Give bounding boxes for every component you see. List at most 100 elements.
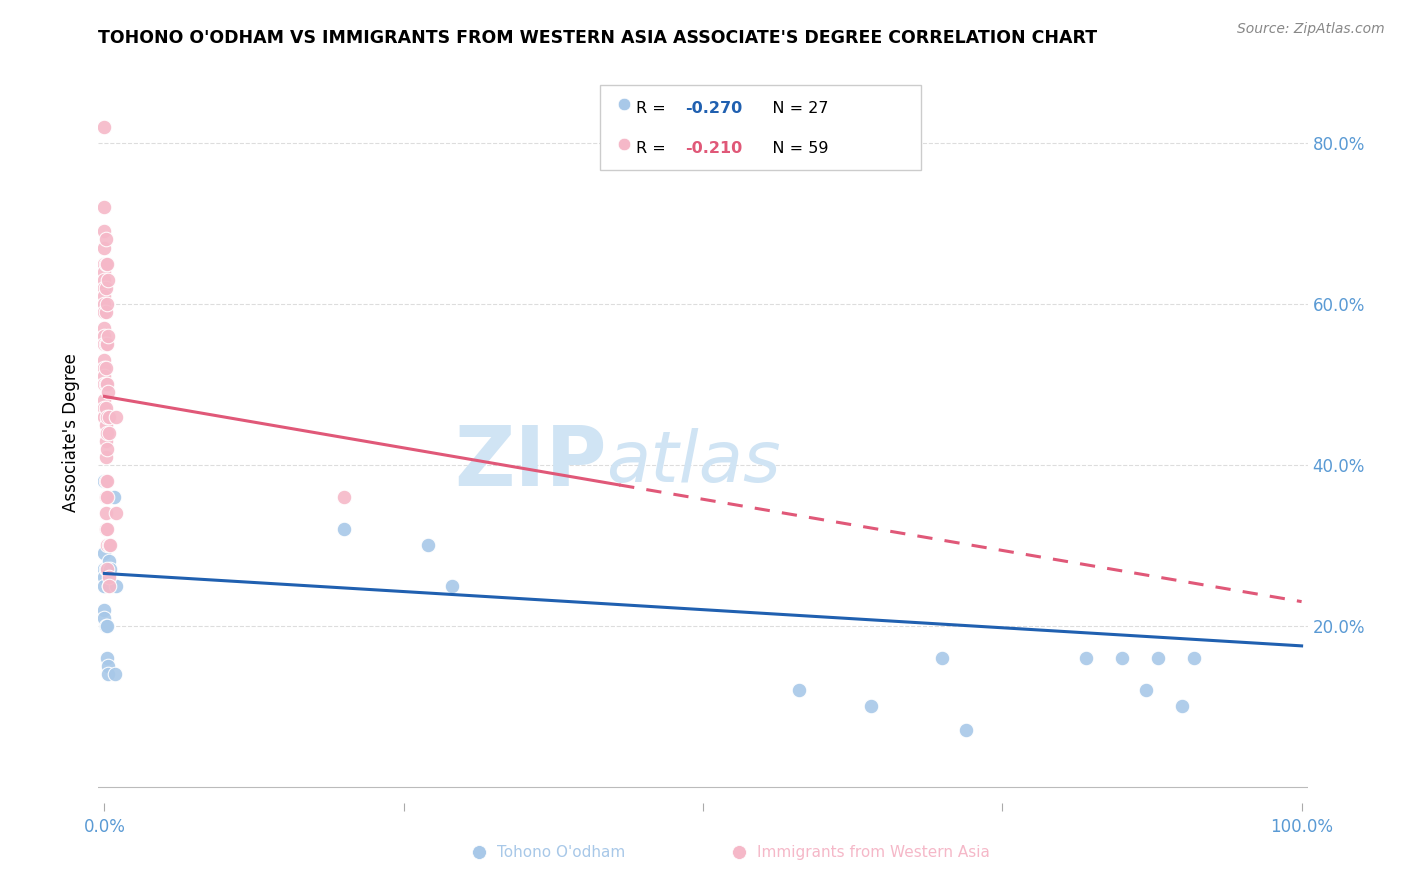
Point: [1135, 683, 1157, 698]
Point: [100, 562, 122, 576]
Point: [96, 442, 118, 456]
Point: [97, 329, 120, 343]
Point: [94, 417, 117, 432]
Text: Immigrants from Western Asia: Immigrants from Western Asia: [758, 845, 990, 860]
Point: [94, 281, 117, 295]
Point: [105, 506, 128, 520]
Point: [93, 562, 115, 576]
Point: [98, 578, 121, 592]
Point: [93, 305, 115, 319]
Point: [93, 224, 115, 238]
Point: [93, 273, 115, 287]
Point: [93, 393, 115, 408]
Point: [94, 257, 117, 271]
Point: [93, 200, 115, 214]
Point: [94, 619, 117, 633]
Point: [96, 425, 118, 440]
Point: [94, 450, 117, 464]
Point: [1074, 651, 1097, 665]
Point: [1147, 651, 1170, 665]
Point: [93, 610, 115, 624]
Point: [98, 554, 121, 568]
Point: [93, 321, 115, 335]
Point: [94, 434, 117, 448]
Y-axis label: Associate's Degree: Associate's Degree: [62, 353, 80, 512]
Point: [94, 522, 117, 536]
Point: [97, 659, 120, 673]
Point: [93, 337, 115, 351]
Text: -0.210: -0.210: [685, 141, 742, 156]
Text: ZIP: ZIP: [454, 422, 606, 503]
Point: [440, 578, 463, 592]
Point: [93, 265, 115, 279]
Point: [96, 619, 118, 633]
Point: [787, 683, 810, 698]
Point: [93, 369, 115, 384]
Point: [93, 289, 115, 303]
Point: [96, 297, 118, 311]
Point: [93, 281, 115, 295]
Text: atlas: atlas: [606, 428, 780, 497]
Point: [94, 232, 117, 246]
Point: [98, 570, 121, 584]
Point: [93, 329, 115, 343]
Point: [96, 538, 118, 552]
Point: [931, 651, 953, 665]
Point: [105, 409, 128, 424]
Point: [96, 651, 118, 665]
Point: [98, 538, 121, 552]
Text: -0.270: -0.270: [685, 101, 742, 116]
Point: [97, 273, 120, 287]
Point: [93, 570, 115, 584]
Point: [93, 353, 115, 368]
Point: [94, 401, 117, 416]
Text: N = 59: N = 59: [758, 141, 830, 156]
Point: [93, 602, 115, 616]
FancyBboxPatch shape: [600, 85, 921, 169]
Point: [93, 578, 115, 592]
Point: [100, 538, 122, 552]
Point: [955, 723, 977, 738]
Point: [416, 538, 439, 552]
Point: [93, 377, 115, 392]
Point: [97, 385, 120, 400]
Point: [94, 474, 117, 488]
Point: [96, 337, 118, 351]
Point: [93, 240, 115, 254]
Point: [859, 699, 882, 714]
Point: [96, 562, 118, 576]
Point: [94, 377, 117, 392]
Point: [94, 361, 117, 376]
Point: [1182, 651, 1205, 665]
Point: [97, 667, 120, 681]
Point: [94, 337, 117, 351]
Text: N = 27: N = 27: [758, 101, 830, 116]
Point: [98, 578, 121, 592]
Text: TOHONO O'ODHAM VS IMMIGRANTS FROM WESTERN ASIA ASSOCIATE'S DEGREE CORRELATION CH: TOHONO O'ODHAM VS IMMIGRANTS FROM WESTER…: [98, 29, 1098, 47]
Text: Tohono O'odham: Tohono O'odham: [498, 845, 626, 860]
Point: [105, 578, 128, 592]
Text: R =: R =: [637, 101, 672, 116]
Point: [94, 562, 117, 576]
Point: [94, 506, 117, 520]
Point: [1111, 651, 1133, 665]
Point: [93, 120, 115, 134]
Point: [93, 409, 115, 424]
Point: [96, 257, 118, 271]
Point: [98, 409, 121, 424]
Text: Source: ZipAtlas.com: Source: ZipAtlas.com: [1237, 22, 1385, 37]
Point: [93, 297, 115, 311]
Point: [104, 667, 127, 681]
Point: [333, 490, 356, 504]
Point: [96, 377, 118, 392]
Point: [98, 425, 121, 440]
Point: [96, 409, 118, 424]
Text: R =: R =: [637, 141, 672, 156]
Point: [333, 522, 356, 536]
Point: [96, 474, 118, 488]
Point: [93, 401, 115, 416]
Point: [96, 522, 118, 536]
Point: [1171, 699, 1194, 714]
Point: [94, 305, 117, 319]
Point: [94, 490, 117, 504]
